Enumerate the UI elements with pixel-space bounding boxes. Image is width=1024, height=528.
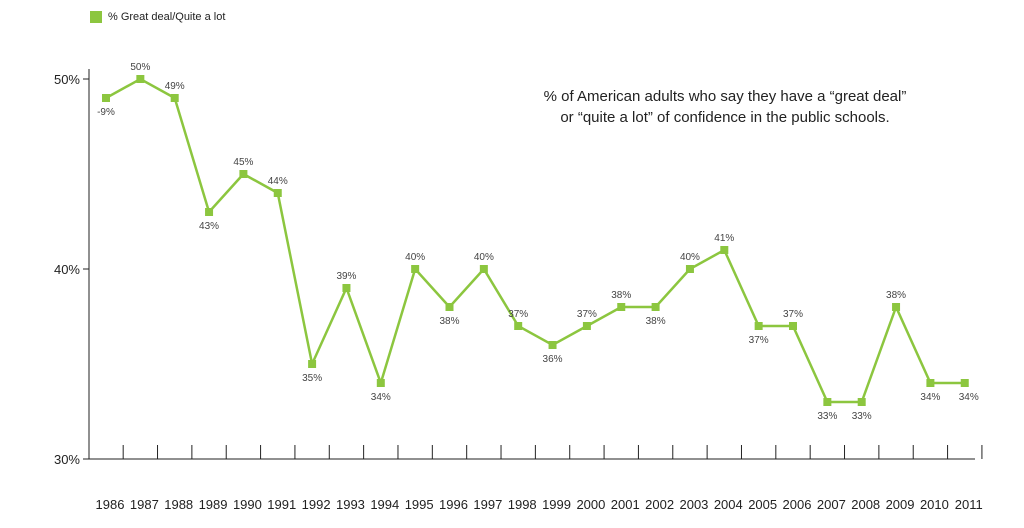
x-tick-label: 1994	[370, 497, 399, 512]
data-label: 37%	[783, 309, 803, 320]
x-tick-label: 2000	[576, 497, 605, 512]
data-point	[479, 265, 488, 273]
x-tick-label: 1990	[233, 497, 262, 512]
data-label: 38%	[646, 316, 666, 327]
y-tick-label: 30%	[54, 452, 80, 467]
data-label: 43%	[199, 221, 219, 232]
data-label: 33%	[852, 411, 872, 422]
chart-annotation: % of American adults who say they have a…	[543, 88, 907, 126]
data-label: 36%	[543, 354, 563, 365]
data-label: 34%	[920, 392, 940, 403]
data-point	[651, 303, 660, 311]
x-tick-label: 2009	[886, 497, 915, 512]
data-point	[892, 303, 901, 311]
data-label: 38%	[439, 316, 459, 327]
x-tick-label: 1988	[164, 497, 193, 512]
data-point	[170, 94, 179, 102]
x-tick-label: 1996	[439, 497, 468, 512]
x-tick-label: 1993	[336, 497, 365, 512]
data-label: 50%	[130, 62, 150, 73]
data-label: 49%	[165, 81, 185, 92]
x-tick-label: 1991	[267, 497, 296, 512]
x-tick-label: 2008	[851, 497, 880, 512]
data-point	[205, 208, 214, 216]
legend-label: % Great deal/Quite a lot	[108, 11, 226, 23]
data-point	[239, 170, 248, 178]
data-point	[926, 379, 935, 387]
data-point	[136, 75, 145, 83]
data-label: 33%	[817, 411, 837, 422]
data-label: -9%	[97, 107, 115, 118]
data-point	[376, 379, 385, 387]
data-point	[789, 322, 797, 330]
x-tick-label: 1998	[508, 497, 537, 512]
data-point	[960, 379, 969, 387]
data-point	[273, 189, 282, 197]
data-point	[445, 303, 454, 311]
x-tick-label: 1992	[302, 497, 331, 512]
data-point	[857, 398, 866, 406]
x-tick-label: 2010	[920, 497, 949, 512]
data-point	[823, 398, 832, 406]
x-tick-label: 1997	[473, 497, 502, 512]
data-label: 40%	[680, 252, 700, 263]
data-point	[342, 284, 351, 292]
x-tick-label: 2011	[955, 497, 983, 512]
data-label: 44%	[268, 176, 288, 187]
x-tick-label: 1987	[130, 497, 159, 512]
x-tick-label: 1986	[96, 497, 125, 512]
data-point	[720, 246, 729, 254]
x-tick-label: 2003	[679, 497, 708, 512]
data-label: 39%	[336, 271, 356, 282]
data-point	[754, 322, 763, 330]
data-label: 38%	[886, 290, 906, 301]
x-tick-label: 1995	[405, 497, 434, 512]
data-label: 40%	[405, 252, 425, 263]
x-tick-label: 2005	[748, 497, 777, 512]
x-tick-label: 2007	[817, 497, 846, 512]
data-label: 38%	[611, 290, 631, 301]
x-tick-label: 2006	[783, 497, 812, 512]
data-point	[411, 265, 420, 273]
x-tick-label: 2004	[714, 497, 743, 512]
data-label: 35%	[302, 373, 322, 384]
data-label: 34%	[959, 392, 979, 403]
legend: % Great deal/Quite a lot	[90, 11, 225, 23]
legend-swatch	[90, 11, 102, 23]
data-label: 40%	[474, 252, 494, 263]
data-point	[102, 94, 110, 102]
y-tick-label: 40%	[54, 262, 80, 277]
y-tick-label: 50%	[54, 72, 80, 87]
data-label: 45%	[233, 157, 253, 168]
series-line	[105, 77, 965, 404]
data-label: 34%	[371, 392, 391, 403]
data-label: 37%	[508, 309, 528, 320]
data-label: 41%	[714, 233, 734, 244]
x-tick-label: 2001	[611, 497, 640, 512]
x-tick-label: 1989	[199, 497, 228, 512]
data-label: 37%	[577, 309, 597, 320]
data-point	[514, 322, 523, 330]
x-tick-label: 1999	[542, 497, 571, 512]
data-point	[617, 303, 626, 311]
data-label: 37%	[749, 335, 769, 346]
data-point	[548, 341, 557, 349]
x-tick-label: 2002	[645, 497, 674, 512]
data-point	[685, 265, 694, 273]
data-point	[582, 322, 591, 330]
data-point	[308, 360, 317, 368]
